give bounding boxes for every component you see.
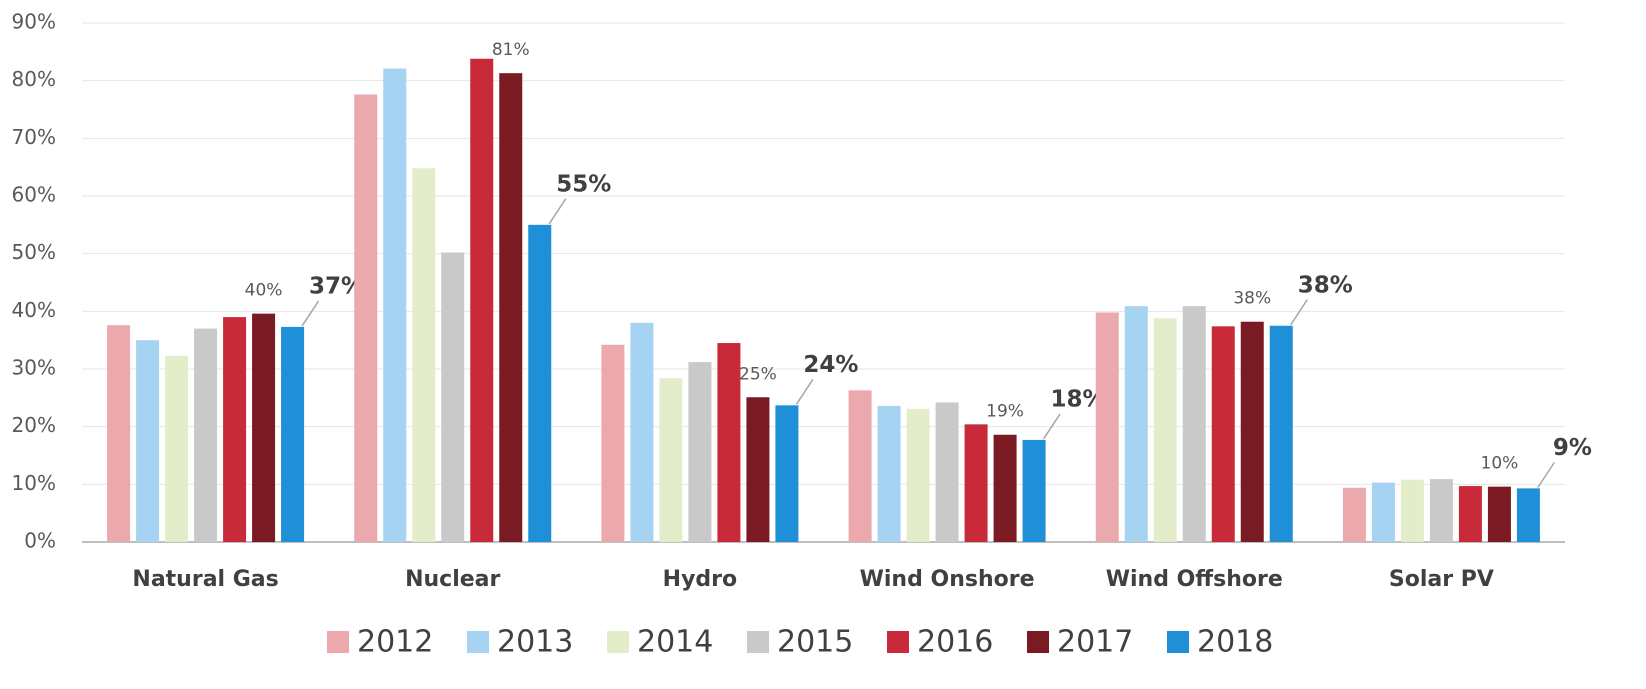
- bar: [688, 362, 712, 542]
- legend-label: 2014: [637, 625, 713, 660]
- y-tick-label: 10%: [12, 471, 56, 495]
- legend-swatch: [1167, 631, 1189, 653]
- value-label: 40%: [245, 281, 283, 301]
- legend-label: 2016: [917, 625, 993, 660]
- bar: [630, 322, 654, 542]
- bar: [1153, 318, 1177, 542]
- y-tick-label: 60%: [12, 183, 56, 207]
- bar: [1458, 486, 1482, 542]
- bar: [441, 252, 465, 542]
- bar: [165, 355, 189, 542]
- value-label: 10%: [1481, 454, 1519, 474]
- bar: [281, 326, 305, 542]
- bar: [1400, 479, 1424, 542]
- y-tick-label: 70%: [12, 125, 56, 149]
- value-label: 81%: [492, 40, 530, 60]
- leader-line: [301, 300, 320, 327]
- leader-line: [548, 198, 567, 225]
- bar: [964, 424, 988, 542]
- bar: [1022, 439, 1046, 542]
- bar: [877, 405, 901, 542]
- bar: [194, 328, 218, 542]
- bar: [746, 397, 770, 542]
- bar: [412, 168, 436, 542]
- legend-label: 2013: [497, 625, 573, 660]
- legend-swatch: [1027, 631, 1049, 653]
- bar: [136, 340, 160, 542]
- bar: [1182, 306, 1206, 542]
- bar: [601, 344, 625, 542]
- bar: [383, 68, 407, 542]
- bar: [223, 317, 247, 542]
- legend-swatch: [747, 631, 769, 653]
- leader-line: [1537, 461, 1556, 488]
- bar: [935, 402, 959, 542]
- y-tick-label: 30%: [12, 356, 56, 380]
- bar: [659, 378, 683, 542]
- y-tick-label: 50%: [12, 240, 56, 264]
- y-tick-label: 80%: [12, 67, 56, 91]
- legend-label: 2012: [357, 625, 433, 660]
- bar: [775, 405, 799, 542]
- bar: [499, 73, 523, 543]
- legend-swatch: [327, 631, 349, 653]
- value-label: 25%: [739, 364, 777, 384]
- bar: [1429, 479, 1453, 542]
- y-tick-label: 20%: [12, 413, 56, 437]
- value-label: 19%: [986, 402, 1024, 422]
- bar: [1487, 486, 1511, 542]
- bar: [848, 390, 872, 542]
- value-label: 38%: [1233, 289, 1271, 309]
- bar: [1095, 312, 1119, 542]
- bar: [717, 343, 741, 542]
- bar: [107, 325, 131, 542]
- x-tick-label: Hydro: [663, 567, 737, 592]
- bar: [1516, 488, 1540, 542]
- bar: [993, 434, 1017, 542]
- x-tick-label: Nuclear: [405, 567, 500, 592]
- value-label: 55%: [556, 171, 611, 197]
- leader-line: [1042, 413, 1061, 440]
- bar: [1342, 487, 1366, 542]
- bar: [906, 408, 930, 542]
- legend-swatch: [887, 631, 909, 653]
- value-label: 24%: [803, 352, 858, 378]
- bar: [1124, 306, 1148, 542]
- value-label: 9%: [1553, 435, 1592, 461]
- x-tick-label: Wind Onshore: [860, 567, 1035, 592]
- legend-label: 2017: [1057, 625, 1133, 660]
- y-tick-label: 40%: [12, 298, 56, 322]
- bar: [1371, 482, 1395, 542]
- bar: [252, 313, 276, 542]
- bar: [470, 58, 494, 543]
- value-label: 38%: [1298, 272, 1353, 298]
- bar: [1211, 326, 1235, 542]
- legend-label: 2018: [1197, 625, 1273, 660]
- leader-line: [1290, 299, 1308, 326]
- x-tick-label: Wind Offshore: [1106, 567, 1283, 592]
- bar: [528, 224, 552, 543]
- bar: [1269, 325, 1293, 542]
- y-tick-label: 0%: [24, 529, 56, 553]
- legend-swatch: [607, 631, 629, 653]
- bar: [354, 94, 378, 543]
- legend-swatch: [467, 631, 489, 653]
- bar: [1240, 321, 1264, 542]
- x-tick-label: Natural Gas: [132, 567, 278, 592]
- y-tick-label: 90%: [12, 10, 56, 34]
- leader-line: [795, 378, 814, 405]
- legend-label: 2015: [777, 625, 853, 660]
- x-tick-label: Solar PV: [1389, 567, 1494, 592]
